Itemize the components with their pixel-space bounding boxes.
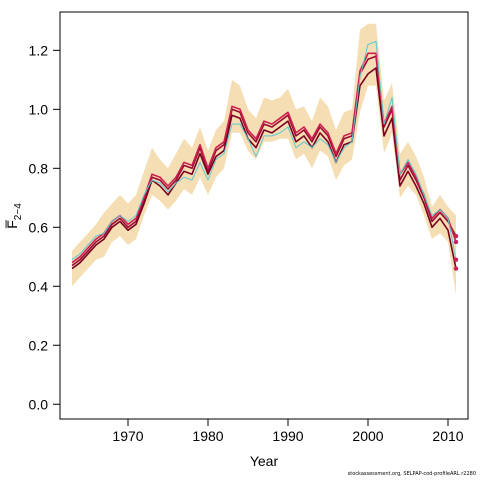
y-tick-label-0.2: 0.2 bbox=[29, 337, 49, 353]
y-axis: 0.0 0.2 0.4 0.6 0.8 1.0 1.2 bbox=[29, 42, 60, 412]
end-marker-1 bbox=[453, 233, 459, 239]
y-axis-title: F̅2−4 bbox=[4, 203, 24, 229]
series-line-3 bbox=[71, 52, 457, 264]
end-marker-4 bbox=[453, 257, 459, 262]
y-tick-label-0.4: 0.4 bbox=[29, 278, 49, 294]
end-marker-2 bbox=[453, 266, 459, 271]
plot-frame bbox=[59, 11, 469, 420]
x-tick-label-1990: 1990 bbox=[272, 428, 303, 444]
series-line-2 bbox=[71, 67, 457, 270]
y-tick-label-0.8: 0.8 bbox=[29, 160, 49, 176]
y-tick-label-0.6: 0.6 bbox=[29, 219, 49, 235]
confidence-band bbox=[72, 23, 456, 296]
y-axis-title-subscript: 2−4 bbox=[13, 203, 24, 220]
end-marker-3 bbox=[453, 239, 459, 245]
x-tick-label-1980: 1980 bbox=[192, 428, 223, 444]
x-tick-label-2010: 2010 bbox=[432, 428, 463, 444]
confidence-band-area bbox=[72, 23, 456, 296]
x-axis-title: Year bbox=[250, 453, 279, 469]
x-axis: 1970 1980 1990 2000 2010 bbox=[112, 419, 464, 444]
footer-credit: stockassessment.org, SELPAP-cod-profileA… bbox=[347, 471, 476, 477]
svg-text:F̅2−4: F̅2−4 bbox=[4, 203, 24, 229]
series-line-4 bbox=[71, 41, 457, 261]
x-tick-label-2000: 2000 bbox=[352, 428, 383, 444]
y-axis-title-main: F̅ bbox=[4, 219, 20, 229]
end-markers bbox=[453, 233, 459, 271]
plot-area bbox=[71, 23, 459, 296]
y-tick-label-1: 1.0 bbox=[29, 101, 49, 117]
y-tick-label-1.2: 1.2 bbox=[29, 42, 49, 58]
x-tick-label-1970: 1970 bbox=[112, 428, 143, 444]
y-tick-label-0: 0.0 bbox=[29, 396, 49, 412]
series-lines bbox=[71, 41, 457, 270]
